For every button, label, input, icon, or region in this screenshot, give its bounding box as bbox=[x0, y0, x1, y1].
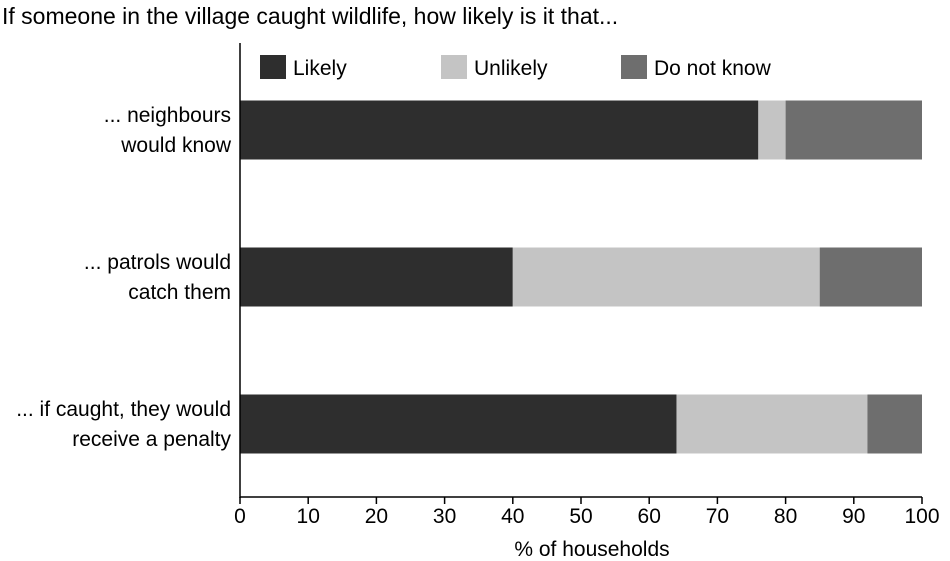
category-label-line: would know bbox=[120, 134, 232, 157]
bar-unlikely-3 bbox=[676, 394, 868, 454]
bar-do-not-know-2 bbox=[819, 247, 922, 307]
x-tick-label: 80 bbox=[774, 505, 797, 528]
x-tick-label: 70 bbox=[706, 505, 729, 528]
x-tick-label: 50 bbox=[569, 505, 592, 528]
bar-likely-2 bbox=[240, 247, 513, 307]
x-tick-label: 40 bbox=[501, 505, 524, 528]
category-labels: ... neighbours would know ... patrols woul… bbox=[16, 104, 232, 451]
x-tick-label: 0 bbox=[234, 505, 246, 528]
category-label-line: ... patrols would bbox=[84, 251, 231, 274]
x-tick-label: 30 bbox=[433, 505, 456, 528]
x-tick-label: 20 bbox=[365, 505, 388, 528]
bar-do-not-know-1 bbox=[785, 100, 922, 160]
category-label-line: ... neighbours bbox=[104, 104, 231, 127]
category-label-line: ... if caught, they would bbox=[16, 398, 231, 421]
legend-swatch-unlikely bbox=[441, 55, 467, 79]
x-tick-label: 100 bbox=[904, 505, 939, 528]
x-axis-title: % of households bbox=[514, 538, 669, 561]
legend-label-do-not-know: Do not know bbox=[654, 57, 772, 80]
legend-label-likely: Likely bbox=[293, 57, 347, 80]
x-tick-label: 10 bbox=[297, 505, 320, 528]
x-tick-label: 60 bbox=[638, 505, 661, 528]
category-label-line: receive a penalty bbox=[72, 428, 231, 451]
legend-swatch-do-not-know bbox=[621, 55, 647, 79]
category-label-line: catch them bbox=[128, 281, 231, 304]
bar-unlikely-2 bbox=[512, 247, 820, 307]
bar-likely-1 bbox=[240, 100, 759, 160]
legend: Likely Unlikely Do not know bbox=[260, 55, 772, 80]
legend-swatch-likely bbox=[260, 55, 286, 79]
bars-layer bbox=[240, 100, 922, 454]
x-axis-ticks: 0 10 20 30 40 50 60 70 80 90 100 bbox=[234, 497, 940, 528]
chart-title: If someone in the village caught wildlif… bbox=[2, 3, 619, 29]
category-label-1: ... neighbours would know bbox=[104, 104, 232, 157]
bar-do-not-know-3 bbox=[867, 394, 922, 454]
x-tick-label: 90 bbox=[842, 505, 865, 528]
category-label-3: ... if caught, they would receive a penal… bbox=[16, 398, 231, 451]
category-label-2: ... patrols would catch them bbox=[84, 251, 231, 304]
bar-likely-3 bbox=[240, 394, 677, 454]
bar-unlikely-1 bbox=[758, 100, 786, 160]
legend-label-unlikely: Unlikely bbox=[474, 57, 548, 80]
